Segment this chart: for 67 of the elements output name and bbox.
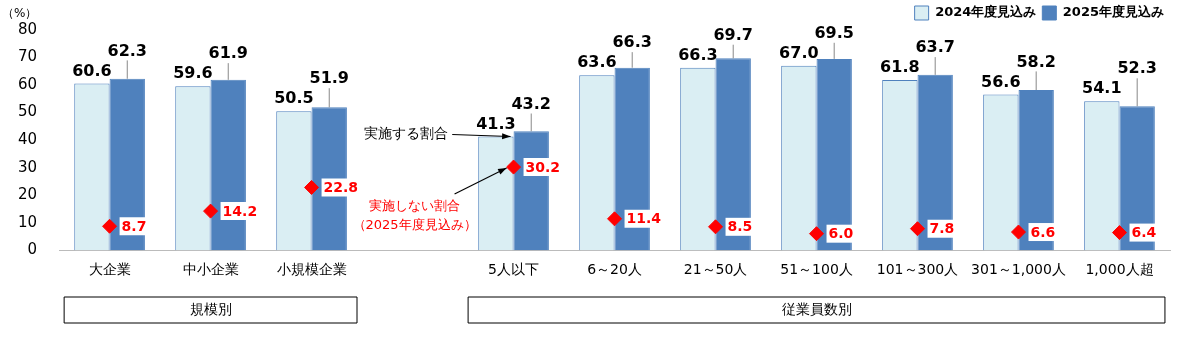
annotation: 実施する割合 — [364, 125, 449, 142]
legend-label: 2024年度見込み — [935, 4, 1037, 20]
point — [102, 218, 118, 234]
y-tick-label: 50 — [17, 102, 38, 121]
data-label: 30.2 — [525, 158, 561, 175]
x-tick-label: 51～100人 — [780, 261, 853, 278]
x-tick-label: 21～50人 — [683, 261, 748, 278]
x-tick-label: 中小企業 — [182, 261, 239, 278]
data-label: 58.2 — [1016, 51, 1056, 71]
data-label: 66.3 — [678, 44, 718, 64]
point — [1112, 225, 1127, 241]
data-label: 6.6 — [1030, 223, 1056, 240]
data-label: 60.6 — [72, 60, 112, 80]
point — [910, 221, 926, 237]
point — [203, 203, 219, 219]
data-label: 52.3 — [1117, 58, 1157, 78]
point — [506, 159, 522, 175]
data-label: 56.6 — [981, 71, 1021, 91]
data-label: 54.1 — [1082, 78, 1122, 98]
data-label: 8.7 — [121, 217, 147, 234]
x-tick-label: 5人以下 — [488, 261, 540, 278]
x-tick-label: 6～20人 — [587, 261, 642, 278]
data-label: 7.8 — [929, 220, 955, 237]
y-tick-label: 40 — [17, 129, 38, 148]
data-label: 22.8 — [323, 179, 359, 196]
data-label: 14.2 — [222, 202, 258, 219]
data-label: 51.9 — [309, 68, 349, 88]
data-label: 8.5 — [727, 218, 753, 235]
x-tick-label: 101～300人 — [876, 261, 959, 278]
data-label: 43.2 — [511, 93, 551, 113]
point — [708, 219, 724, 235]
point — [1011, 224, 1027, 240]
data-label: 61.9 — [208, 43, 248, 63]
data-label: 59.6 — [173, 63, 213, 83]
data-label: 6.0 — [828, 225, 854, 242]
data-label: 41.3 — [476, 113, 516, 133]
y-tick-label: 60 — [17, 74, 38, 93]
point — [607, 211, 623, 227]
data-label: 11.4 — [626, 210, 662, 227]
data-label: 63.6 — [577, 52, 617, 72]
y-tick-label: 10 — [17, 212, 38, 231]
data-label: 61.8 — [880, 57, 920, 77]
x-tick-label: 大企業 — [88, 261, 131, 278]
y-tick-label: 0 — [27, 240, 38, 259]
y-tick-label: 80 — [17, 19, 38, 38]
x-tick-label: 小規模企業 — [276, 261, 347, 278]
data-label: 62.3 — [107, 40, 147, 60]
point — [304, 179, 320, 195]
data-label: 66.3 — [612, 32, 652, 52]
data-label: 6.4 — [1131, 224, 1157, 241]
text: 規模別 — [189, 300, 232, 317]
bar — [109, 78, 145, 251]
data-label: 50.5 — [274, 88, 314, 108]
y-tick-label: 30 — [17, 157, 38, 176]
y-tick-label: 70 — [17, 47, 38, 66]
point — [809, 226, 825, 242]
legend-label: 2025年度見込み — [1062, 4, 1165, 20]
x-tick-label: 1,000人超 — [1085, 261, 1154, 278]
data-label: 69.5 — [814, 22, 854, 42]
x-tick-label: 301～1,000人 — [971, 261, 1066, 278]
annotation: 実施しない割合（2025年度見込み） — [352, 198, 477, 233]
y-tick-label: 20 — [17, 185, 38, 204]
data-label: 69.7 — [713, 24, 753, 44]
data-label: 63.7 — [915, 37, 955, 57]
data-label: 67.0 — [779, 42, 819, 62]
y-axis-title: （%） — [2, 6, 38, 21]
text: 従業員数別 — [781, 300, 852, 317]
